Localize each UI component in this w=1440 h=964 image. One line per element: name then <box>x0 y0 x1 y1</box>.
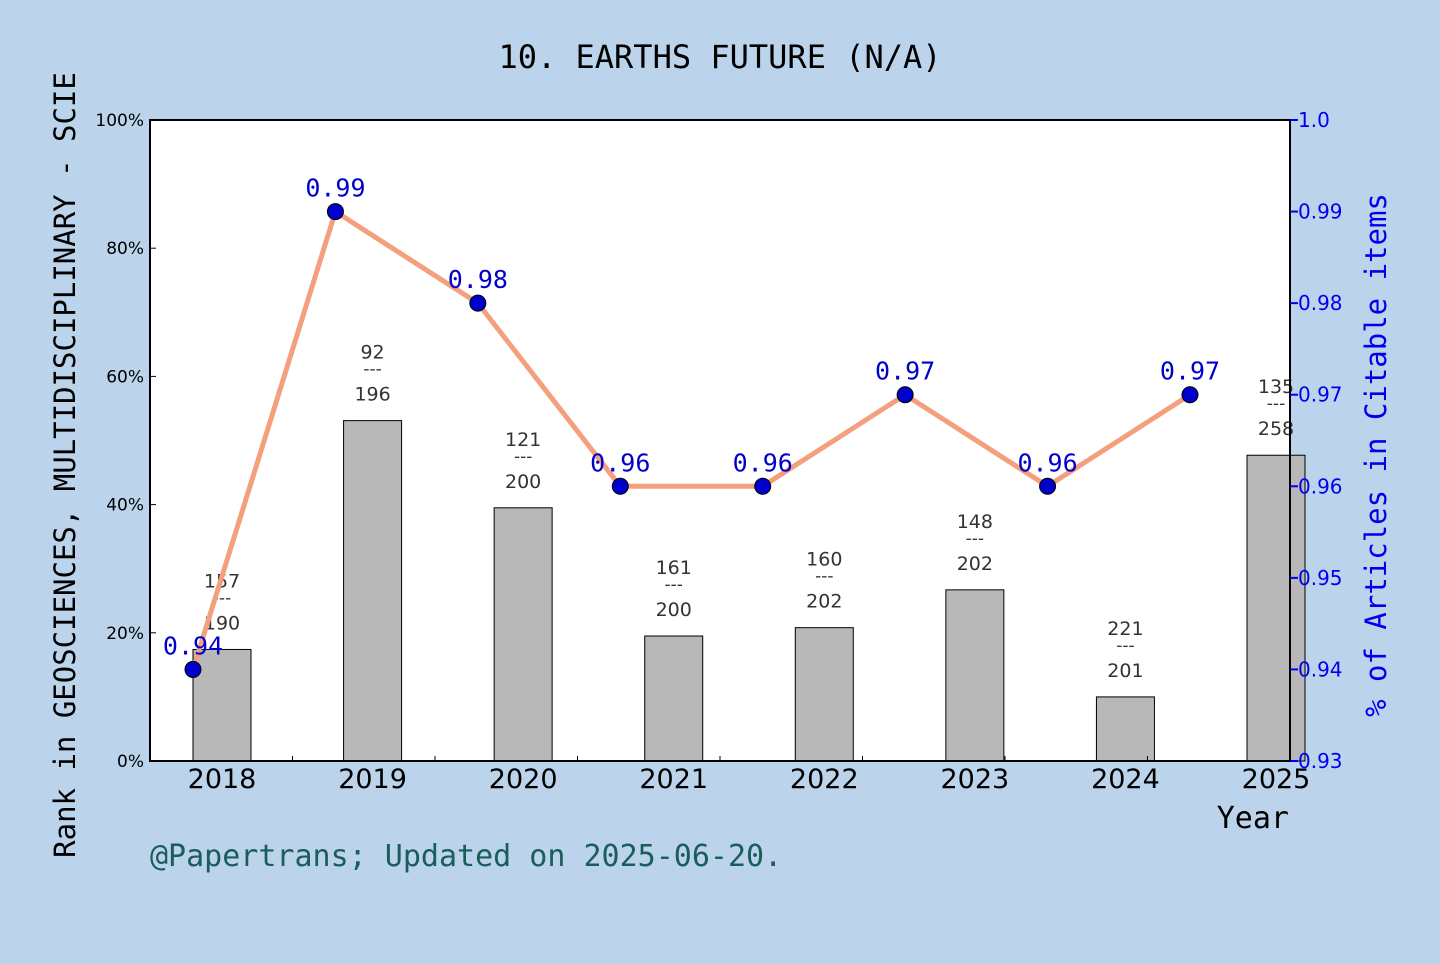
rank-total-2022: 202 <box>806 591 842 613</box>
line-label-2023: 0.97 <box>875 357 935 386</box>
right-axis: 0.93 0.94 0.95 0.96 0.97 0.98 0.99 1.0 <box>1290 108 1343 773</box>
right-tick-label: 0.93 <box>1298 749 1343 773</box>
line-label-2024: 0.96 <box>1017 448 1077 477</box>
rank-total-2025: 258 <box>1258 418 1294 440</box>
rank-label-2023: 148 <box>957 511 993 533</box>
x-tick-label-2019: 2019 <box>338 764 407 795</box>
rank-label-2024: 221 <box>1107 618 1143 640</box>
rank-dash-2020: --- <box>514 447 532 467</box>
footer-credit: @Papertrans; Updated on 2025-06-20. <box>150 839 782 874</box>
rank-dash-2019: --- <box>363 360 381 380</box>
bar-2025 <box>1246 454 1306 762</box>
y-axis-label-left: Rank in GEOSCIENCES, MULTIDISCIPLINARY -… <box>48 72 82 858</box>
left-tick-label: 40% <box>106 496 144 516</box>
left-tick-label: 0% <box>117 752 144 772</box>
x-tick-label-2021: 2021 <box>639 764 708 795</box>
rank-total-2018: 190 <box>204 612 240 634</box>
right-tick-label: 0.95 <box>1298 566 1343 590</box>
line-point-2020 <box>469 294 487 312</box>
rank-dash-2021: --- <box>665 575 683 595</box>
x-tick-label-2022: 2022 <box>790 764 859 795</box>
rank-label-2021: 161 <box>656 557 692 579</box>
chart-title: 10. EARTHS FUTURE (N/A) <box>498 38 941 76</box>
line-point-2024 <box>1039 477 1057 495</box>
x-tick-label-2023: 2023 <box>940 764 1009 795</box>
bars-layer <box>192 420 1306 762</box>
rank-label-2022: 160 <box>806 549 842 571</box>
line-point-2019 <box>326 203 344 221</box>
line-label-2018: 0.94 <box>163 631 223 660</box>
left-tick-label: 20% <box>106 624 144 644</box>
right-tick-label: 0.97 <box>1298 383 1343 407</box>
right-tick-label: 0.98 <box>1298 291 1343 315</box>
rank-total-2019: 196 <box>354 384 390 406</box>
x-tick-label-2018: 2018 <box>188 764 257 795</box>
rank-label-2020: 121 <box>505 429 541 451</box>
line-point-2022 <box>754 477 772 495</box>
rank-dash-2022: --- <box>815 567 833 587</box>
left-tick-label: 100% <box>95 111 144 131</box>
line-layer: 0.94 0.99 0.98 0.96 0.96 0.97 0.96 0.97 <box>163 174 1220 678</box>
rank-dash-2025: --- <box>1267 394 1285 414</box>
left-tick-label: 60% <box>106 367 144 387</box>
bar-2020 <box>493 507 553 762</box>
x-tick-label-2025: 2025 <box>1242 764 1311 795</box>
bar-2018 <box>192 648 252 762</box>
right-tick-label: 0.94 <box>1298 657 1343 681</box>
right-tick-label: 1.0 <box>1298 108 1330 132</box>
rank-total-2021: 200 <box>656 599 692 621</box>
line-label-2021: 0.96 <box>590 448 650 477</box>
line-point-2025 <box>1181 386 1199 404</box>
right-tick-label: 0.99 <box>1298 200 1343 224</box>
x-axis: 2018 2019 2020 2021 2022 2023 2024 2025 <box>149 756 1311 795</box>
bar-2024 <box>1095 696 1155 762</box>
rank-total-2020: 200 <box>505 471 541 493</box>
line-point-2021 <box>611 477 629 495</box>
right-tick-label: 0.96 <box>1298 474 1343 498</box>
line-point-2018 <box>184 660 202 678</box>
bar-2023 <box>945 589 1005 762</box>
rank-label-2025: 135 <box>1258 376 1294 398</box>
plot-area <box>150 120 1290 761</box>
percent-line <box>190 209 1193 672</box>
bar-2019 <box>343 420 403 762</box>
x-axis-label: Year <box>1217 801 1289 836</box>
bar-2021 <box>644 635 704 762</box>
rank-label-2019: 92 <box>360 342 384 364</box>
y-axis-label-right: % of Articles in Citable items <box>1359 193 1393 717</box>
rank-total-2023: 202 <box>957 553 993 575</box>
x-tick-label-2020: 2020 <box>489 764 558 795</box>
rank-total-2024: 201 <box>1107 660 1143 682</box>
line-point-2023 <box>896 386 914 404</box>
rank-dash-2023: --- <box>966 529 984 549</box>
line-label-2022: 0.96 <box>733 448 793 477</box>
rank-dash-2024: --- <box>1116 636 1134 656</box>
left-axis: 0% 20% 40% 60% 80% 100% <box>95 111 156 772</box>
line-label-2025: 0.97 <box>1160 357 1220 386</box>
x-tick-label-2024: 2024 <box>1091 764 1160 795</box>
line-label-2019: 0.99 <box>305 174 365 203</box>
line-label-2020: 0.98 <box>448 265 508 294</box>
left-tick-label: 80% <box>106 239 144 259</box>
bar-2022 <box>794 627 854 762</box>
